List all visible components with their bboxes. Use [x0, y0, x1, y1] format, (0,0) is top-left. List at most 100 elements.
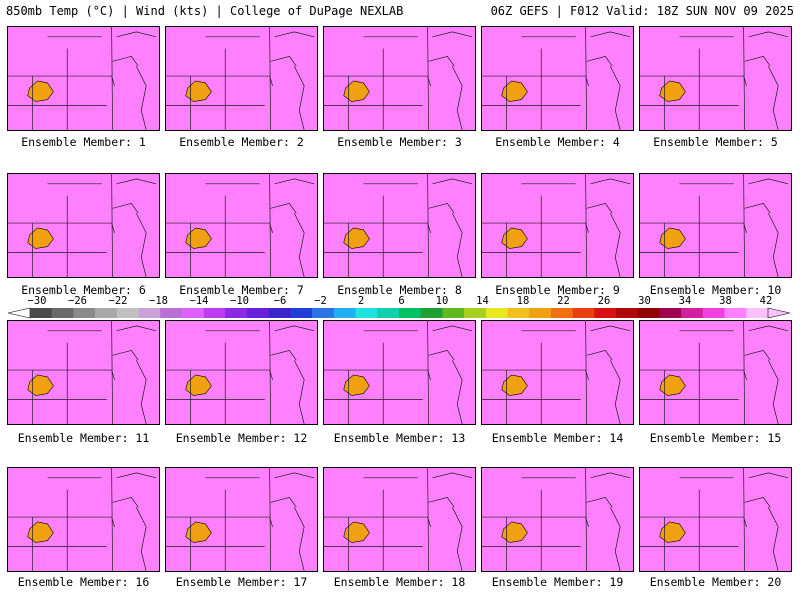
ensemble-member-label: Ensemble Member: 14 [491, 431, 624, 445]
temperature-field-map [166, 468, 317, 571]
colorbar-tick-label: 22 [557, 295, 570, 307]
ensemble-member-label: Ensemble Member: 9 [495, 283, 620, 297]
colorbar-tick-label: 42 [759, 295, 773, 307]
colorbar-swatch [203, 308, 226, 318]
ensemble-member-map [639, 26, 792, 131]
ensemble-member-map [165, 467, 318, 572]
colorbar-tick-label: 30 [638, 295, 651, 307]
colorbar-tick-label: −14 [189, 295, 209, 307]
ensemble-member-map [7, 173, 160, 278]
colorbar-tick-label: −10 [230, 295, 249, 307]
colorbar-tick-label: −2 [314, 295, 327, 307]
colorbar-tick-label: −6 [273, 295, 287, 307]
ensemble-member-map [481, 467, 634, 572]
ensemble-member-map [165, 26, 318, 131]
temperature-field-map [482, 321, 633, 424]
colorbar-swatch [399, 308, 422, 318]
ensemble-member-map [639, 173, 792, 278]
temperature-field-map [8, 174, 159, 277]
colorbar-swatch [181, 308, 204, 318]
ensemble-member-label: Ensemble Member: 1 [21, 135, 146, 149]
colorbar-swatch [420, 308, 443, 318]
colorbar-swatch [225, 308, 248, 318]
ensemble-member-label: Ensemble Member: 2 [179, 135, 304, 149]
ensemble-member-map [481, 173, 634, 278]
temperature-field-map [640, 321, 791, 424]
colorbar-max-arrow [767, 307, 790, 319]
temperature-field-map [324, 174, 475, 277]
colorbar-swatch [746, 308, 769, 318]
colorbar-swatch [333, 308, 356, 318]
ensemble-member-label: Ensemble Member: 20 [649, 575, 782, 589]
colorbar-swatch [51, 308, 74, 318]
colorbar-swatch [116, 308, 139, 318]
ensemble-member-map [165, 173, 318, 278]
ensemble-member-label: Ensemble Member: 18 [333, 575, 466, 589]
ensemble-member-label: Ensemble Member: 6 [21, 283, 146, 297]
colorbar-tick-label: 14 [476, 295, 489, 307]
colorbar-swatch [377, 308, 400, 318]
colorbar-swatch [616, 308, 639, 318]
ensemble-member-map [7, 320, 160, 425]
ensemble-member-label: Ensemble Member: 17 [175, 575, 308, 589]
colorbar-tick-label: 18 [516, 295, 530, 307]
colorbar-swatch [355, 308, 378, 318]
ensemble-member-map [639, 320, 792, 425]
ensemble-member-label: Ensemble Member: 19 [491, 575, 624, 589]
ensemble-member-map [7, 467, 160, 572]
ensemble-member-label: Ensemble Member: 7 [179, 283, 304, 297]
colorbar-swatch [312, 308, 335, 318]
colorbar-swatch [464, 308, 487, 318]
temperature-field-map [324, 321, 475, 424]
colorbar-swatch [594, 308, 617, 318]
colorbar-swatch [442, 308, 465, 318]
colorbar-tick-label: −30 [27, 295, 47, 307]
ensemble-member-label: Ensemble Member: 15 [649, 431, 782, 445]
colorbar-tick-label: −26 [68, 295, 87, 307]
ensemble-member-label: Ensemble Member: 12 [175, 431, 308, 445]
temperature-field-map [482, 468, 633, 571]
colorbar-tick-label: −22 [108, 295, 128, 307]
ensemble-member-map [165, 320, 318, 425]
ensemble-member-label: Ensemble Member: 4 [495, 135, 620, 149]
chart-title: 850mb Temp (°C) | Wind (kts) | College o… [6, 4, 404, 18]
ensemble-member-map [481, 320, 634, 425]
temperature-field-map [166, 321, 317, 424]
ensemble-member-map [323, 26, 476, 131]
colorbar-swatch [702, 308, 725, 318]
colorbar-tick-label: 10 [435, 295, 449, 307]
ensemble-member-label: Ensemble Member: 16 [17, 575, 150, 589]
temperature-field-map [640, 468, 791, 571]
ensemble-member-label: Ensemble Member: 3 [337, 135, 462, 149]
ensemble-member-label: Ensemble Member: 8 [337, 283, 462, 297]
colorbar-swatch [95, 308, 118, 318]
colorbar-tick-label: 2 [357, 295, 365, 307]
colorbar-swatch [637, 308, 660, 318]
colorbar-swatch [268, 308, 291, 318]
ensemble-member-label: Ensemble Member: 10 [649, 283, 782, 297]
ensemble-member-label: Ensemble Member: 5 [653, 135, 778, 149]
colorbar-swatch [485, 308, 508, 318]
colorbar-swatch [160, 308, 183, 318]
ensemble-member-map [323, 320, 476, 425]
colorbar-swatch [290, 308, 313, 318]
ensemble-member-map [639, 467, 792, 572]
ensemble-member-map [323, 467, 476, 572]
temperature-field-map [8, 27, 159, 130]
colorbar-swatch [681, 308, 704, 318]
colorbar-min-arrow [8, 307, 31, 319]
temperature-field-map [324, 27, 475, 130]
colorbar-swatch [73, 308, 96, 318]
temperature-field-map [482, 27, 633, 130]
colorbar-tick-label: 38 [719, 295, 732, 307]
temperature-field-map [8, 321, 159, 424]
colorbar-swatch [138, 308, 161, 318]
colorbar-swatch [724, 308, 747, 318]
colorbar-swatch [529, 308, 552, 318]
ensemble-member-map [323, 173, 476, 278]
colorbar-swatch [247, 308, 270, 318]
colorbar-swatch [30, 308, 53, 318]
colorbar-swatch [507, 308, 530, 318]
temperature-field-map [8, 468, 159, 571]
temperature-field-map [482, 174, 633, 277]
